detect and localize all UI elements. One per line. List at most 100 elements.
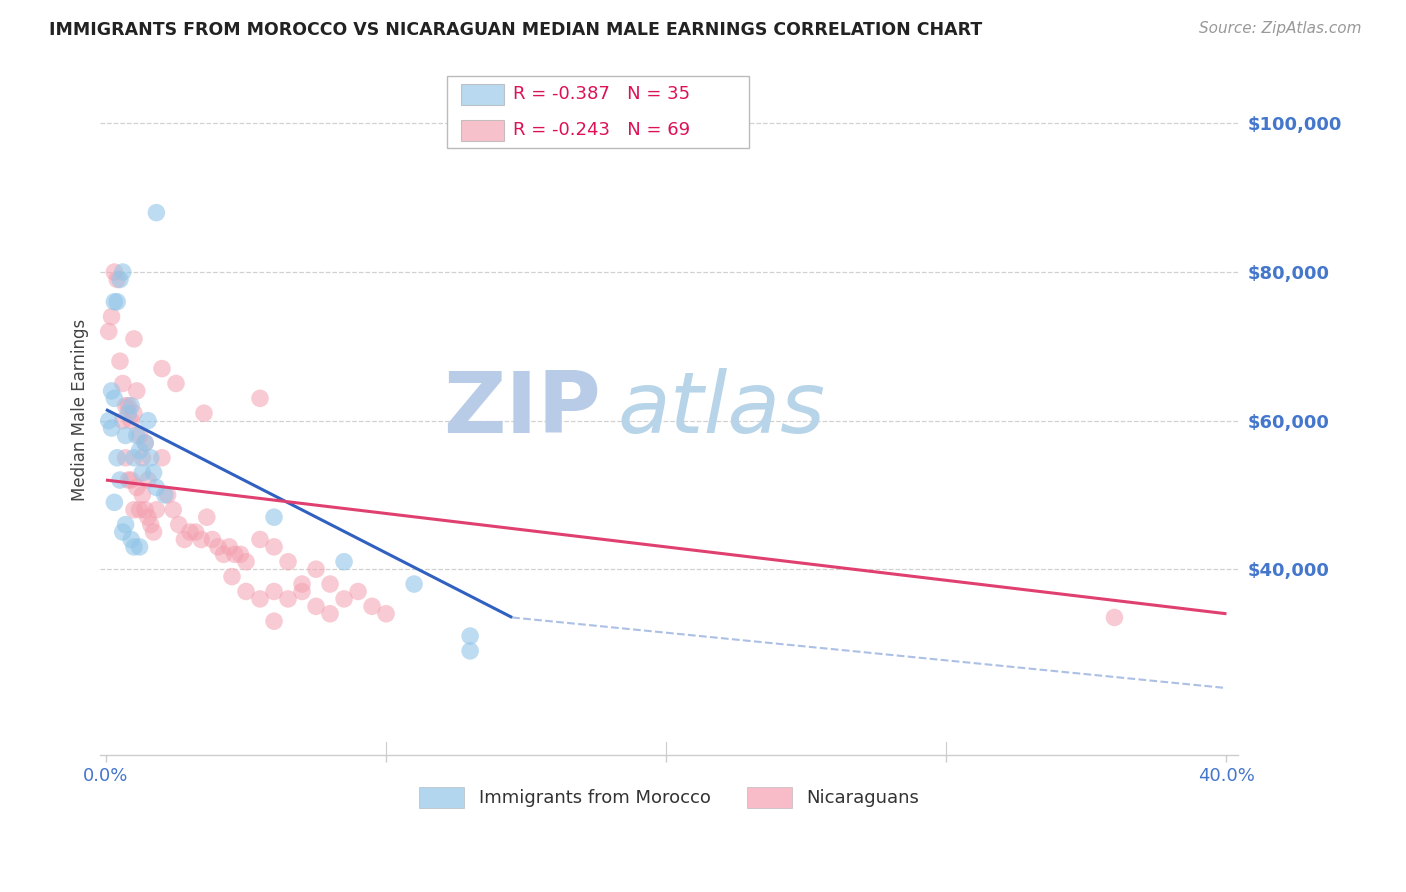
Point [120,414,142,428]
Point [139,517,162,532]
Point [150,450,173,465]
Point [153,488,176,502]
Point [120,473,142,487]
Point [156,488,179,502]
Point [319,607,342,621]
Point [136,473,159,487]
Point [108,354,131,368]
Point [142,524,165,539]
Point [111,524,134,539]
Point [120,399,142,413]
Point [235,584,257,599]
Point [114,450,136,465]
Point [165,376,187,391]
Point [97,414,120,428]
Point [305,562,328,576]
Point [108,272,131,286]
Point [145,205,167,219]
Point [263,614,285,628]
Point [139,450,162,465]
Point [111,414,134,428]
Text: ZIP: ZIP [443,368,600,451]
Point [142,466,165,480]
Point [347,584,370,599]
Point [333,591,356,606]
Point [97,325,120,339]
Point [122,450,145,465]
Point [212,547,235,561]
Point [131,450,153,465]
Point [167,517,190,532]
Point [111,265,134,279]
Point [218,540,240,554]
Point [1104,610,1126,624]
Point [100,421,122,435]
Point [134,436,156,450]
Point [111,376,134,391]
Point [103,392,125,406]
Point [114,399,136,413]
Point [195,510,218,524]
Point [404,577,426,591]
Point [125,384,148,398]
Point [305,599,328,614]
Point [263,584,285,599]
Legend: Immigrants from Morocco, Nicaraguans: Immigrants from Morocco, Nicaraguans [412,780,927,815]
Point [193,406,215,420]
Point [128,540,150,554]
Point [120,533,142,547]
Point [207,540,229,554]
Point [263,510,285,524]
Point [122,502,145,516]
FancyBboxPatch shape [461,84,505,105]
Point [105,294,128,309]
Point [291,577,314,591]
Point [375,607,398,621]
Point [249,533,271,547]
Text: Source: ZipAtlas.com: Source: ZipAtlas.com [1198,21,1361,37]
Point [114,517,136,532]
Point [173,533,195,547]
Point [105,272,128,286]
Point [103,265,125,279]
Point [105,450,128,465]
Point [114,428,136,442]
Y-axis label: Median Male Earnings: Median Male Earnings [72,318,89,500]
Point [103,495,125,509]
FancyBboxPatch shape [461,120,505,142]
Point [263,540,285,554]
Point [136,414,159,428]
Point [100,384,122,398]
Point [125,428,148,442]
Point [122,540,145,554]
Point [201,533,224,547]
Point [117,473,139,487]
Point [128,443,150,458]
Point [125,481,148,495]
Point [100,310,122,324]
Point [249,392,271,406]
Point [458,629,481,643]
Point [221,569,243,583]
Point [122,332,145,346]
Point [117,406,139,420]
Point [134,502,156,516]
FancyBboxPatch shape [447,76,748,148]
Point [224,547,246,561]
Point [458,644,481,658]
Point [235,555,257,569]
Point [190,533,212,547]
Point [136,510,159,524]
Point [184,524,207,539]
Point [108,473,131,487]
Text: R = -0.387   N = 35: R = -0.387 N = 35 [513,85,690,103]
Point [117,399,139,413]
Point [319,577,342,591]
Text: R = -0.243   N = 69: R = -0.243 N = 69 [513,121,690,139]
Point [277,591,299,606]
Point [131,466,153,480]
Point [103,294,125,309]
Text: atlas: atlas [617,368,825,451]
Point [249,591,271,606]
Point [128,502,150,516]
